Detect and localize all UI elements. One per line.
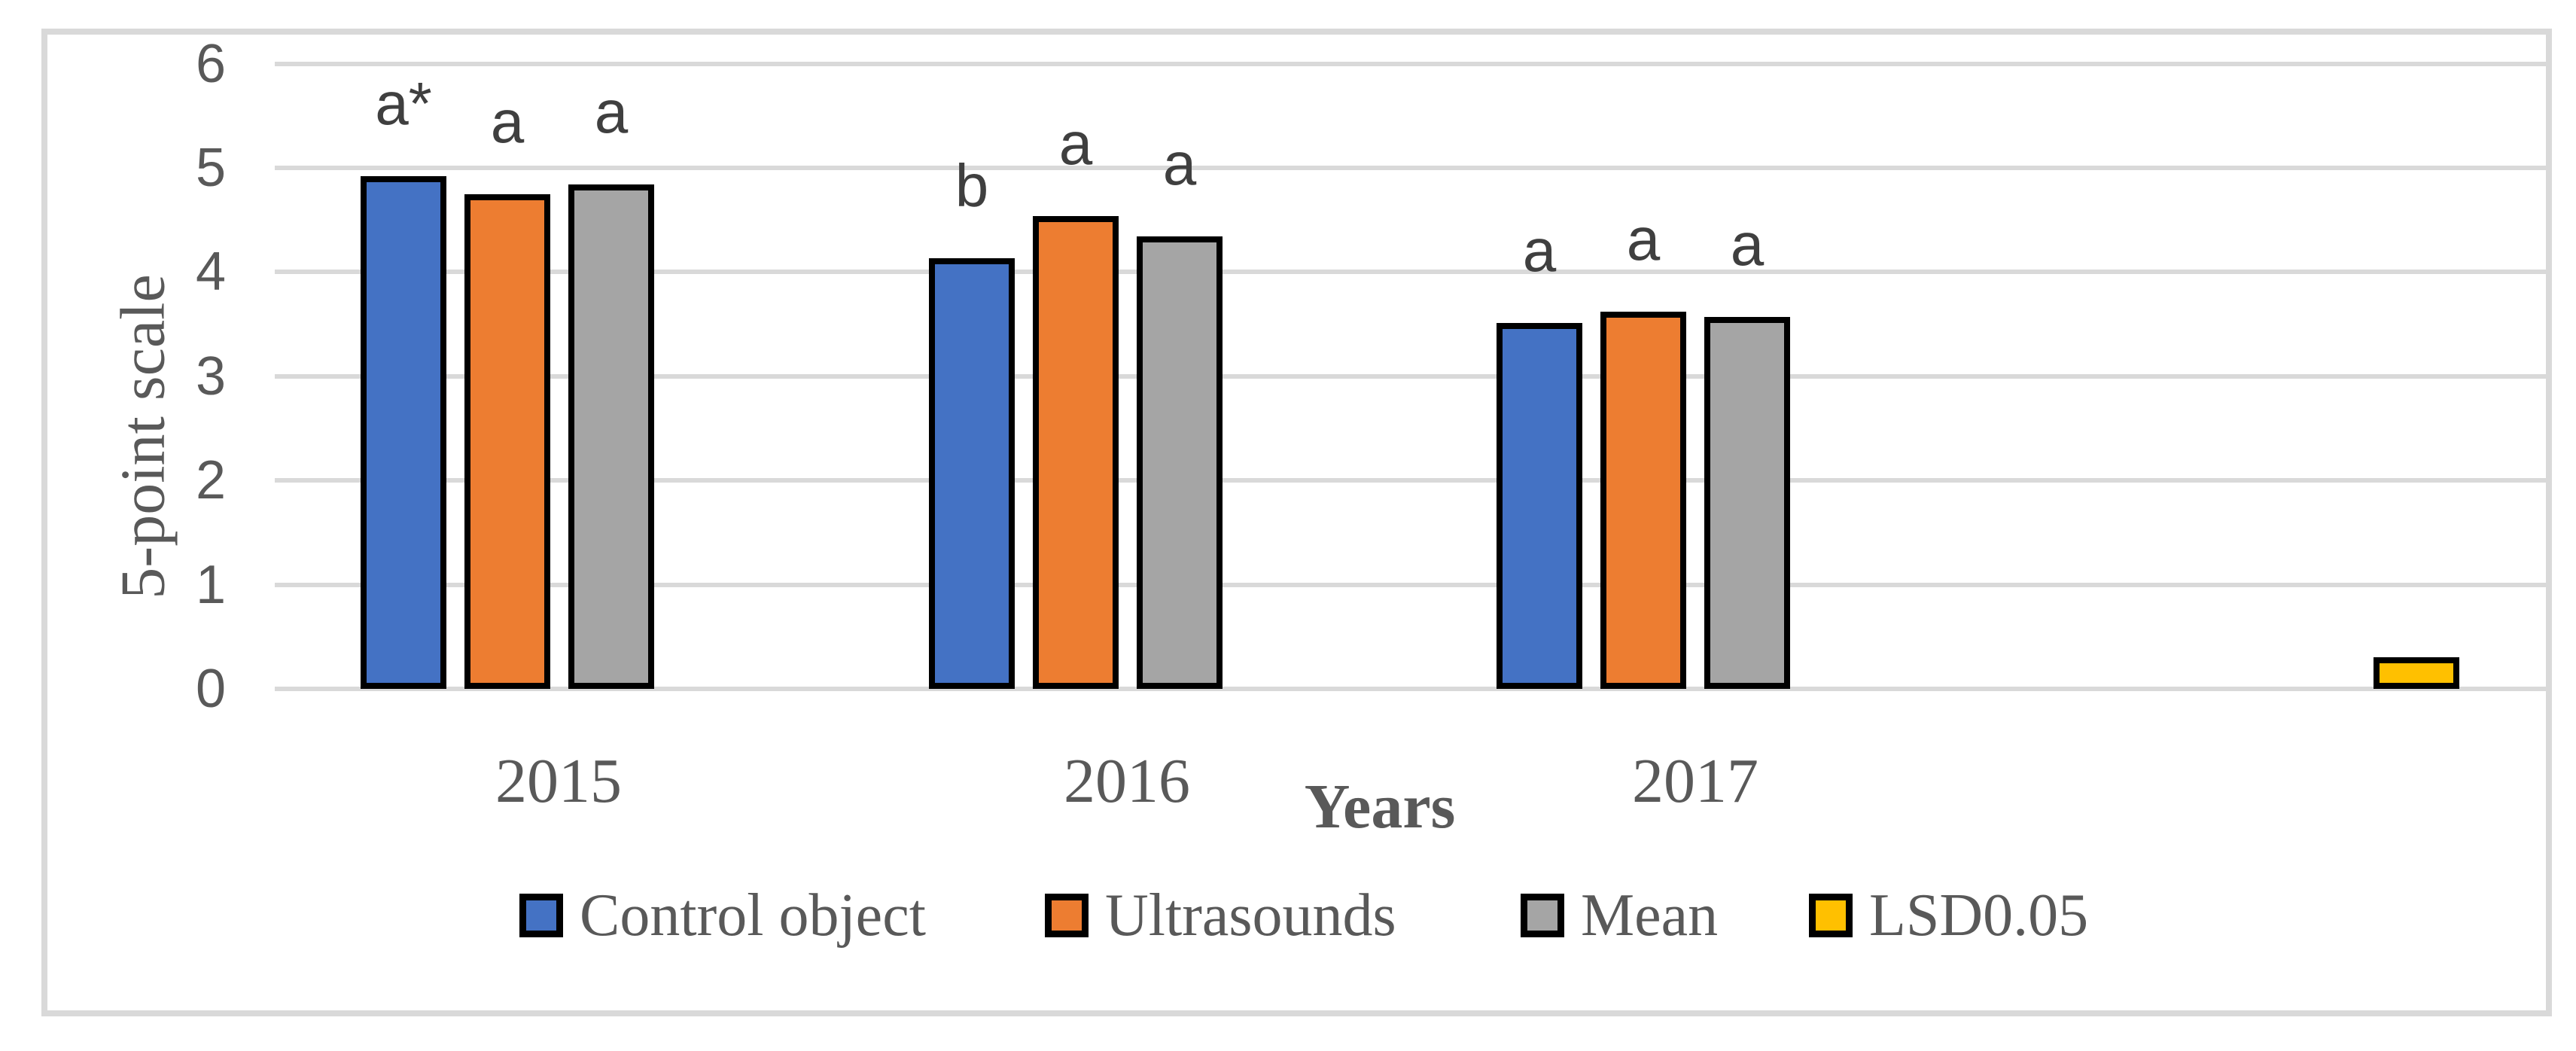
gridline-y-0 xyxy=(275,687,2548,691)
y-tick-label-5: 5 xyxy=(195,138,226,198)
legend-swatch-icon xyxy=(519,894,563,937)
y-tick-label-3: 3 xyxy=(195,346,226,407)
y-tick-label-1: 1 xyxy=(195,554,226,615)
legend-label: LSD0.05 xyxy=(1869,882,2089,949)
gridline-y-1 xyxy=(275,582,2548,587)
legend-label: Ultrasounds xyxy=(1105,882,1396,949)
gridline-y-4 xyxy=(275,270,2548,275)
chart-border-frame xyxy=(41,29,2552,1016)
gridline-y-6 xyxy=(275,61,2548,66)
y-tick-label-4: 4 xyxy=(195,242,226,303)
legend-swatch-icon xyxy=(1809,894,1853,937)
x-axis-label-2016: 2016 xyxy=(1064,746,1190,816)
bar-lsd-lsd0-05 xyxy=(2374,657,2459,689)
significance-letter: b xyxy=(955,152,989,220)
legend-label: Mean xyxy=(1581,882,1719,949)
y-axis-title: 5-point scale xyxy=(108,274,178,599)
bar-2016-ultrasounds xyxy=(1033,215,1119,689)
legend-item-control-object: Control object xyxy=(519,881,926,950)
bar-2016-mean xyxy=(1137,236,1223,689)
legend-item-lsd0-05: LSD0.05 xyxy=(1809,881,2088,950)
bar-2015-ultrasounds xyxy=(464,193,550,689)
bar-2017-ultrasounds xyxy=(1600,311,1686,689)
x-axis-label-2015: 2015 xyxy=(495,746,622,816)
bar-2015-control-object xyxy=(361,176,446,689)
significance-letter: a* xyxy=(375,70,432,138)
bar-2017-mean xyxy=(1704,316,1790,689)
legend-swatch-icon xyxy=(1521,894,1564,937)
y-tick-label-6: 6 xyxy=(195,33,226,94)
y-tick-label-2: 2 xyxy=(195,450,226,511)
legend-item-mean: Mean xyxy=(1521,881,1718,950)
gridline-y-2 xyxy=(275,478,2548,483)
gridline-y-5 xyxy=(275,166,2548,170)
bar-2017-control-object xyxy=(1497,323,1582,689)
significance-letter: a xyxy=(1626,205,1661,273)
x-axis-label-2017: 2017 xyxy=(1632,746,1758,816)
legend-swatch-icon xyxy=(1045,894,1089,937)
significance-letter: a xyxy=(1058,109,1093,177)
significance-letter: a xyxy=(1730,210,1765,278)
bar-2015-mean xyxy=(568,184,654,689)
significance-letter: a xyxy=(594,78,629,146)
legend-label: Control object xyxy=(580,882,926,949)
significance-letter: a xyxy=(1522,217,1557,285)
gridline-y-3 xyxy=(275,373,2548,379)
significance-letter: a xyxy=(1162,130,1197,198)
y-tick-label-0: 0 xyxy=(195,659,226,719)
x-axis-title: Years xyxy=(1304,772,1456,842)
legend-item-ultrasounds: Ultrasounds xyxy=(1045,881,1396,950)
bar-2016-control-object xyxy=(929,258,1015,689)
significance-letter: a xyxy=(490,87,525,155)
